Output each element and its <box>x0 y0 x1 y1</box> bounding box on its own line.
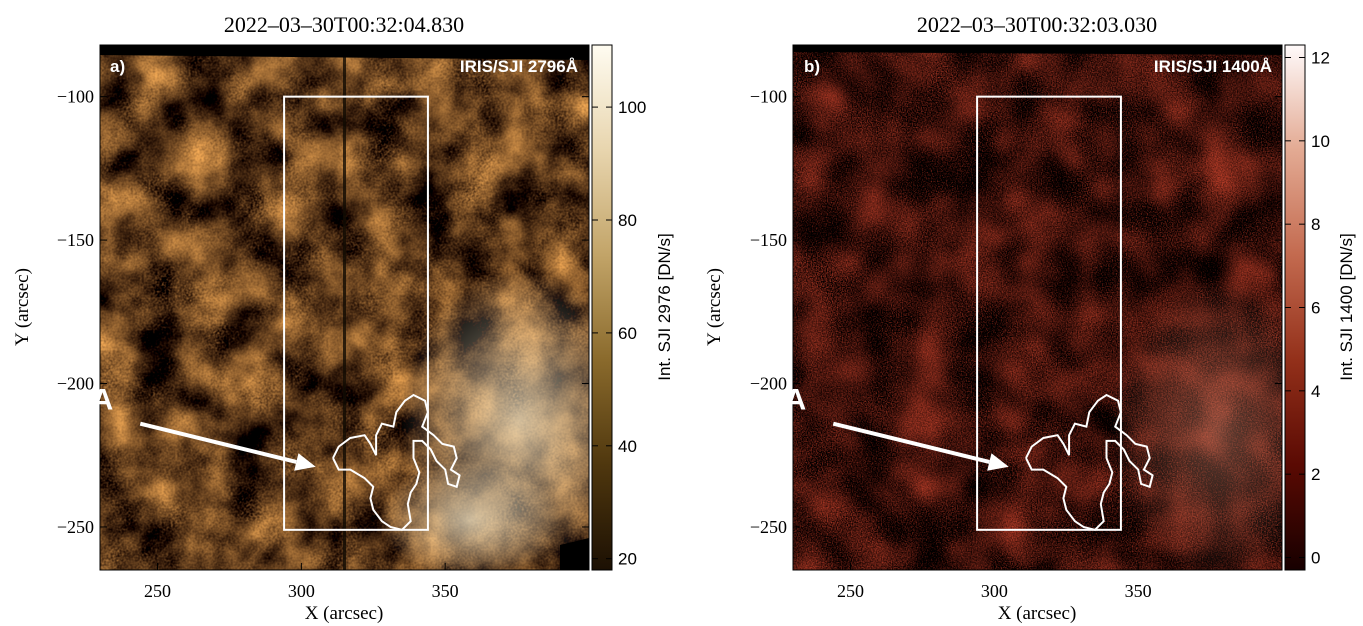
y-axis-label: Y (arcsec) <box>704 268 725 346</box>
roi-contour <box>332 393 461 531</box>
roi-arrow <box>832 421 990 464</box>
roi-label: ROI-A <box>721 384 806 417</box>
colorbar-label: Int. SJI 2976 [DN/s] <box>655 233 674 380</box>
x-tick-label: 300 <box>288 581 315 601</box>
panel-a: 250 300 350 −100 −150 −200 −250 ROI-A a) IRIS/… <box>12 12 674 624</box>
y-tick-label: −250 <box>750 517 787 537</box>
instrument-label: IRIS/SJI 1400Å <box>1154 57 1272 76</box>
colorbar-tick-label: 4 <box>1311 382 1320 401</box>
y-tick-label: −150 <box>57 230 94 250</box>
roi-box <box>976 95 1122 531</box>
colorbar-tick-label: 80 <box>618 211 637 230</box>
y-tick-label: −200 <box>57 374 94 394</box>
roi-arrow-head <box>294 453 316 471</box>
colorbar <box>591 44 613 571</box>
x-tick-label: 350 <box>1125 581 1152 601</box>
x-tick-label: 300 <box>981 581 1008 601</box>
colorbar-tick-label: 8 <box>1311 215 1320 234</box>
y-tick-label: −250 <box>57 517 94 537</box>
x-axis-label: X (arcsec) <box>998 603 1077 624</box>
colorbar-tick-label: 0 <box>1311 549 1320 568</box>
roi-arrow <box>139 421 297 464</box>
x-axis-label: X (arcsec) <box>305 603 384 624</box>
panel-label: a) <box>110 57 125 76</box>
roi-arrow-head <box>987 453 1009 471</box>
x-tick-label: 250 <box>144 581 171 601</box>
y-axis-label: Y (arcsec) <box>12 268 33 346</box>
panel-b: 250 300 350 −100 −150 −200 −250 ROI-A b) IRIS/… <box>704 12 1356 624</box>
roi-contour <box>1025 393 1154 531</box>
y-tick-label: −150 <box>750 230 787 250</box>
colorbar-tick-label: 10 <box>1311 132 1330 151</box>
panel-a-image <box>100 45 589 570</box>
y-tick-label: −100 <box>57 87 94 107</box>
colorbar-tick-label: 20 <box>618 550 637 569</box>
x-tick-label: 250 <box>837 581 864 601</box>
panel-b-image <box>793 45 1282 570</box>
roi-label: ROI-A <box>28 384 113 417</box>
colorbar-tick-label: 6 <box>1311 299 1320 318</box>
panel-label: b) <box>804 57 820 76</box>
instrument-label: IRIS/SJI 2796Å <box>460 57 578 76</box>
colorbar-tick-label: 12 <box>1311 49 1330 68</box>
panel-title: 2022–03–30T00:32:03.030 <box>917 12 1157 37</box>
colorbar-label: Int. SJI 1400 [DN/s] <box>1337 233 1356 380</box>
x-tick-label: 350 <box>432 581 459 601</box>
y-tick-label: −200 <box>750 374 787 394</box>
colorbar-tick-label: 40 <box>618 437 637 456</box>
colorbar-tick-label: 100 <box>618 98 646 117</box>
colorbar-tick-label: 2 <box>1311 465 1320 484</box>
panel-title: 2022–03–30T00:32:04.830 <box>224 12 464 37</box>
colorbar-tick-label: 60 <box>618 324 637 343</box>
y-tick-label: −100 <box>750 87 787 107</box>
roi-box <box>283 95 429 531</box>
